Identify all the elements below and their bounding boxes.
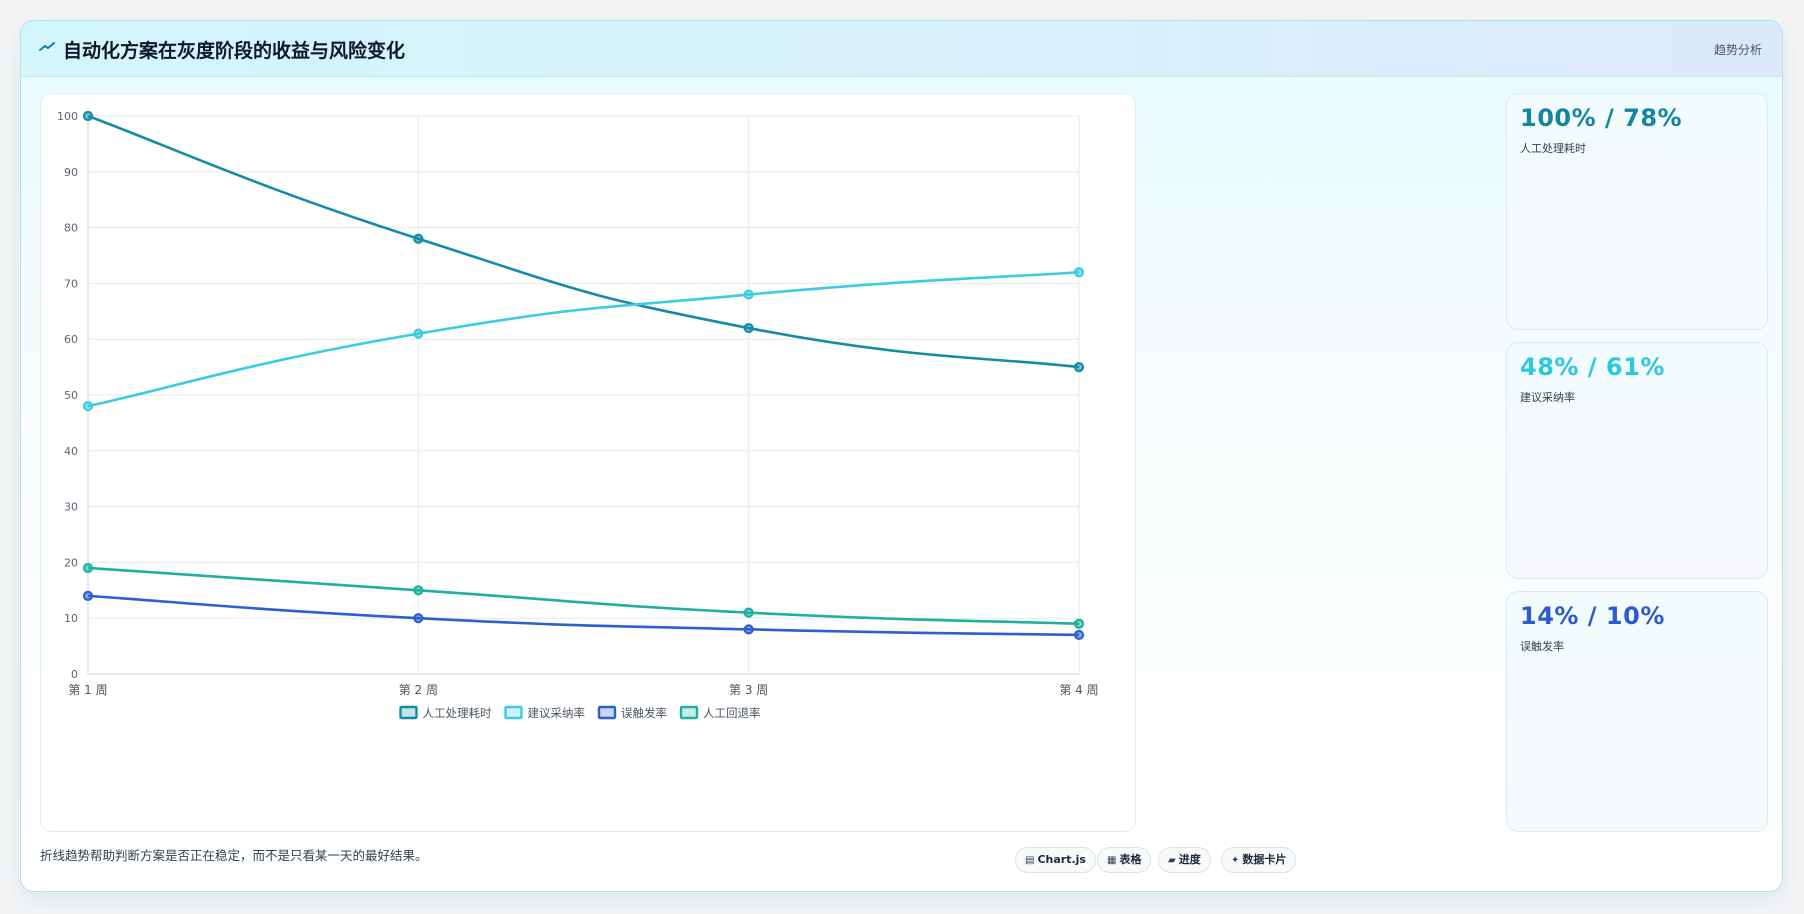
- data-point: [413, 328, 424, 339]
- chip-label: Chart.js: [1037, 853, 1086, 866]
- page-title: 自动化方案在灰度阶段的收益与风险变化: [63, 40, 406, 62]
- data-point: [413, 613, 424, 624]
- line-chart: 0 10 20 30 40 50 60 70 80 90 100 第 1 周 第 2 周 第 3 周 第 4…: [57, 110, 1099, 720]
- kpi-card-false-trigger-rate: 14% / 10% 误触发率: [1506, 591, 1768, 832]
- data-point: [1073, 267, 1085, 278]
- footnote: 折线趋势帮助判断方案是否正在稳定，而不是只看某一天的最好结果。: [40, 848, 428, 863]
- legend-swatch: [504, 705, 523, 720]
- y-tick-label: 10: [64, 612, 78, 625]
- y-tick-label: 0: [71, 668, 78, 681]
- data-point: [743, 624, 754, 635]
- data-point: [82, 562, 94, 574]
- series-line: [87, 270, 1080, 408]
- card-header: 自动化方案在灰度阶段的收益与风险变化 趋势分析: [21, 21, 1782, 77]
- kpi-value: 14% / 10%: [1520, 602, 1665, 630]
- data-point: [82, 110, 94, 122]
- card-body: 0 10 20 30 40 50 60 70 80 90 100 第 1 周 第 2 周 第 3 周 第 4…: [21, 77, 1782, 891]
- series-line: [87, 114, 1080, 369]
- kpi-card-manual-time: 100% / 78% 人工处理耗时: [1506, 93, 1768, 330]
- data-point: [82, 590, 94, 601]
- chart-panel: 0 10 20 30 40 50 60 70 80 90 100 第 1 周 第 2 周 第 3 周 第 4…: [40, 93, 1136, 832]
- legend-label: 误触发率: [621, 706, 667, 720]
- kpi-label: 建议采纳率: [1520, 391, 1575, 404]
- data-point: [1073, 618, 1085, 629]
- data-point: [413, 233, 424, 244]
- progress-icon: ▰: [1168, 855, 1176, 866]
- x-tick-label: 第 3 周: [729, 683, 768, 697]
- y-tick-label: 70: [64, 277, 78, 290]
- kpi-card-adoption-rate: 48% / 61% 建议采纳率: [1506, 342, 1768, 579]
- data-point: [1073, 629, 1085, 641]
- y-tick-label: 80: [64, 222, 78, 235]
- view-tag: 趋势分析: [1713, 43, 1762, 57]
- kpi-label: 人工处理耗时: [1520, 142, 1586, 155]
- kpi-label: 误触发率: [1520, 640, 1564, 653]
- chip-chartjs[interactable]: ▤ Chart.js: [1015, 847, 1096, 873]
- chip-data-card[interactable]: ✦ 数据卡片: [1221, 847, 1297, 873]
- x-tick-label: 第 4 周: [1059, 683, 1098, 697]
- data-point: [413, 585, 424, 596]
- chip-label: 表格: [1119, 853, 1142, 866]
- data-point: [743, 607, 754, 618]
- legend-swatch: [399, 705, 418, 720]
- table-icon: ▦: [1107, 855, 1117, 866]
- chip-progress[interactable]: ▰ 进度: [1158, 847, 1211, 873]
- data-point: [743, 322, 754, 334]
- legend-label: 人工处理耗时: [423, 706, 492, 720]
- data-point: [1073, 362, 1085, 373]
- kpi-value: 48% / 61%: [1520, 353, 1665, 381]
- kpi-value: 100% / 78%: [1520, 104, 1683, 132]
- x-tick-label: 第 2 周: [399, 683, 438, 697]
- y-tick-label: 100: [57, 110, 78, 123]
- y-tick-label: 60: [64, 333, 78, 346]
- signal-icon: [39, 42, 55, 51]
- chart-icon: ▤: [1025, 855, 1035, 866]
- legend-swatch: [597, 705, 617, 720]
- y-tick-label: 30: [64, 501, 78, 514]
- legend-label: 建议采纳率: [528, 706, 586, 720]
- chip-table[interactable]: ▦ 表格: [1097, 847, 1152, 873]
- y-tick-label: 90: [64, 166, 78, 179]
- legend-label: 人工回退率: [703, 706, 761, 720]
- series-line: [87, 594, 1080, 637]
- data-point: [82, 401, 94, 412]
- y-tick-label: 20: [64, 556, 78, 569]
- x-tick-label: 第 1 周: [68, 683, 107, 697]
- chip-label: 数据卡片: [1242, 853, 1287, 866]
- chip-label: 进度: [1178, 853, 1201, 866]
- y-tick-label: 40: [64, 445, 78, 458]
- legend-swatch: [679, 705, 699, 720]
- data-point: [743, 289, 754, 300]
- y-tick-label: 50: [64, 389, 78, 402]
- series-line: [87, 566, 1080, 626]
- sparkle-icon: ✦: [1231, 855, 1240, 866]
- chart-card: 自动化方案在灰度阶段的收益与风险变化 趋势分析 0 10 20 30 40 50 60 70 8…: [20, 20, 1783, 892]
